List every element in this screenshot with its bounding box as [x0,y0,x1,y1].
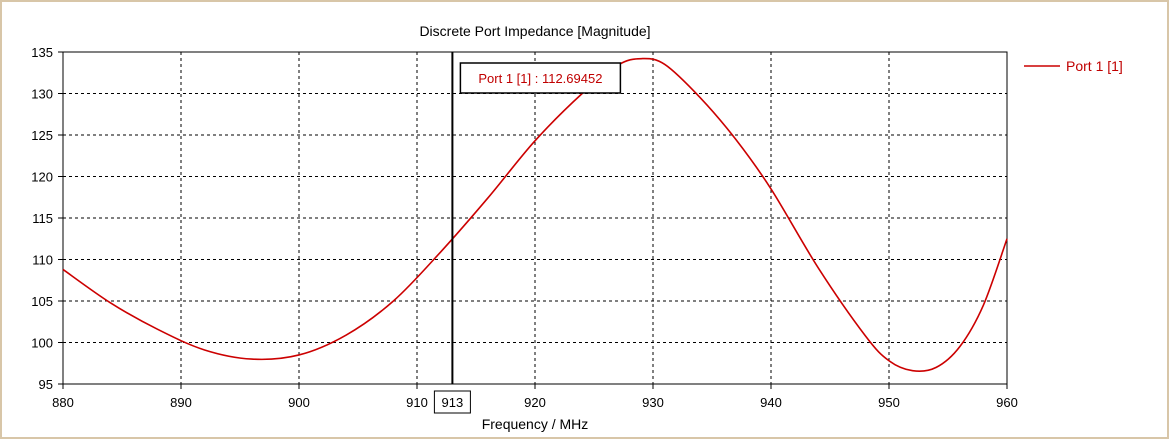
series-line-port-1 [62,57,1008,373]
y-tick-label: 120 [31,170,53,185]
y-tick-label: 95 [39,377,53,392]
x-tick-label: 900 [288,395,310,410]
grid [63,52,1007,384]
y-tick-label: 125 [31,128,53,143]
y-tick-label: 110 [32,253,53,268]
x-tick-label: 920 [524,395,546,410]
x-tick-label: 940 [760,395,782,410]
y-axis-ticks: 95 100 105 110 115 120 125 130 135 [31,45,63,392]
x-tick-label: 950 [878,395,900,410]
legend-label-port-1[interactable]: Port 1 [1] [1066,58,1123,74]
y-tick-label: 135 [31,45,53,60]
y-tick-label: 115 [32,211,53,226]
x-axis-ticks: 880 890 900 910 920 930 940 950 960 [52,384,1018,410]
x-tick-label: 960 [996,395,1018,410]
marker-x-box [433,390,471,414]
marker-readout: Port 1 [1] : 112.69452 [478,71,602,86]
x-tick-label: 930 [642,395,664,410]
chart-title: Discrete Port Impedance [Magnitude] [419,23,650,39]
x-tick-label: 910 [406,395,428,410]
x-tick-label: 880 [52,395,74,410]
y-tick-label: 100 [31,336,53,351]
x-axis-label: Frequency / MHz [482,416,589,432]
x-tick-label: 890 [170,395,192,410]
marker-readout-box [459,62,622,94]
y-tick-label: 130 [31,87,53,102]
y-tick-label: 105 [31,294,53,309]
marker-x-value: 913 [442,395,464,410]
